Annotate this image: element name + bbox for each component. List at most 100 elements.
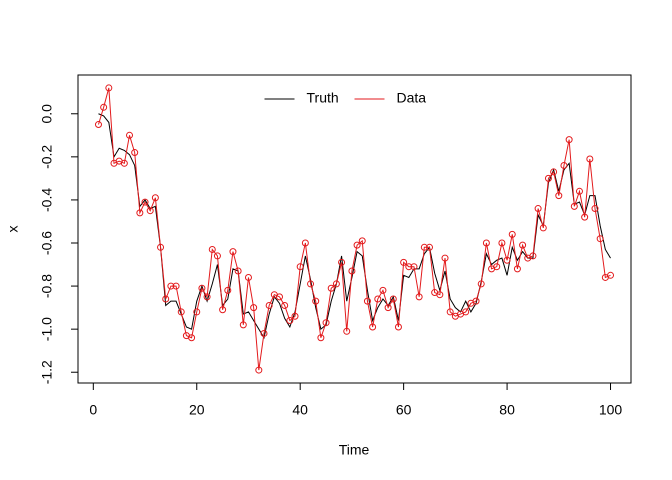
x-axis-label: Time	[339, 442, 370, 458]
y-tick-label: -0.2	[39, 145, 55, 169]
data-point	[157, 243, 165, 251]
data-point	[317, 334, 325, 342]
data-point	[141, 198, 149, 206]
data-point	[436, 291, 444, 299]
data-point	[100, 103, 108, 111]
y-axis-label: x	[5, 226, 21, 233]
data-point	[338, 258, 346, 266]
data-point	[425, 243, 433, 251]
data-point	[281, 301, 289, 309]
data-point	[586, 155, 594, 163]
y-tick-label: -0.6	[39, 231, 55, 255]
data-point	[410, 263, 418, 271]
data-point	[482, 239, 490, 247]
data-point	[291, 312, 299, 320]
y-tick-label: -1.0	[39, 317, 55, 341]
data-point	[177, 308, 185, 316]
data-point	[405, 263, 413, 271]
data-point	[529, 252, 537, 260]
y-tick-label: -1.2	[39, 360, 55, 384]
data-point	[131, 149, 139, 157]
data-point	[575, 187, 583, 195]
data-point	[591, 205, 599, 213]
data-point	[555, 192, 563, 200]
data-point	[389, 295, 397, 303]
data-point	[276, 293, 284, 301]
data-point	[105, 84, 113, 92]
data-point	[322, 319, 330, 327]
data-point	[193, 308, 201, 316]
data-point	[260, 329, 268, 337]
y-tick-label: 0.0	[39, 104, 55, 124]
data-point	[565, 136, 573, 144]
data-point	[307, 280, 315, 288]
data-point	[607, 271, 615, 279]
data-point	[384, 304, 392, 312]
data-point	[332, 280, 340, 288]
data-point	[126, 131, 134, 139]
data-point	[255, 366, 263, 374]
data-point	[508, 230, 516, 238]
data-point	[570, 202, 578, 210]
data-point	[560, 161, 568, 169]
data-point	[472, 297, 480, 305]
data-point	[208, 245, 216, 253]
data-point	[353, 241, 361, 249]
data-point	[151, 194, 159, 202]
data-point	[213, 252, 221, 260]
data-point	[229, 248, 237, 256]
data-point	[363, 297, 371, 305]
data-point	[519, 241, 527, 249]
data-point	[146, 207, 154, 215]
series-line	[98, 113, 611, 340]
data-point	[343, 327, 351, 335]
data-point	[539, 224, 547, 232]
data-point	[477, 280, 485, 288]
data-point	[581, 213, 589, 221]
x-tick-label: 60	[396, 402, 412, 418]
x-tick-label: 100	[599, 402, 623, 418]
x-tick-label: 40	[292, 402, 308, 418]
data-point	[188, 334, 196, 342]
data-point	[596, 235, 604, 243]
data-point	[301, 239, 309, 247]
data-point	[136, 209, 144, 217]
plot-frame	[77, 74, 632, 384]
data-point	[219, 306, 227, 314]
data-point	[286, 317, 294, 325]
data-point	[312, 297, 320, 305]
data-point	[348, 267, 356, 275]
x-tick-label: 20	[189, 402, 205, 418]
data-point	[239, 321, 247, 329]
series-line	[98, 87, 611, 371]
data-point	[369, 323, 377, 331]
legend-label: Truth	[307, 90, 339, 106]
data-point	[250, 304, 258, 312]
data-point	[446, 308, 454, 316]
data-point	[415, 293, 423, 301]
data-point	[327, 284, 335, 292]
data-point	[550, 168, 558, 176]
data-point	[198, 284, 206, 292]
data-point	[493, 263, 501, 271]
data-point	[503, 256, 511, 264]
data-point	[244, 273, 252, 281]
data-point	[513, 265, 521, 273]
data-point	[379, 286, 387, 294]
data-point	[394, 323, 402, 331]
data-point	[203, 293, 211, 301]
data-point	[234, 267, 242, 275]
data-point	[358, 237, 366, 245]
data-point	[296, 263, 304, 271]
data-point	[94, 121, 102, 129]
data-point	[120, 159, 128, 167]
data-point	[400, 258, 408, 266]
data-point	[167, 282, 175, 290]
data-point	[544, 174, 552, 182]
data-point	[420, 243, 428, 251]
data-point	[462, 308, 470, 316]
x-tick-label: 80	[499, 402, 515, 418]
data-point	[374, 295, 382, 303]
data-point	[162, 295, 170, 303]
